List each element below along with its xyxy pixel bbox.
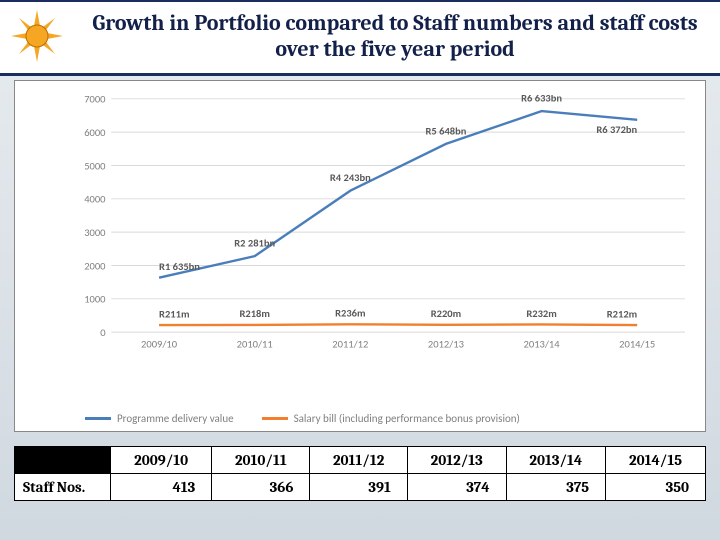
legend-label: Programme delivery value xyxy=(117,412,234,425)
svg-text:R4 243bn: R4 243bn xyxy=(330,171,371,184)
table-cell: 350 xyxy=(606,473,706,500)
svg-text:2010/11: 2010/11 xyxy=(237,337,273,350)
table-cell: 366 xyxy=(212,473,310,500)
legend-label: Salary bill (including performance bonus… xyxy=(294,412,520,425)
svg-text:R6 633bn: R6 633bn xyxy=(521,95,562,104)
svg-text:7000: 7000 xyxy=(84,95,106,106)
svg-text:R5 648bn: R5 648bn xyxy=(426,124,467,137)
svg-text:R218m: R218m xyxy=(239,307,269,320)
svg-text:R1 635bn: R1 635bn xyxy=(159,260,200,273)
svg-text:2012/13: 2012/13 xyxy=(428,337,464,350)
table-cell: 375 xyxy=(506,473,606,500)
table-cell: 413 xyxy=(111,473,212,500)
svg-text:2011/12: 2011/12 xyxy=(332,337,368,350)
sun-logo-icon xyxy=(6,8,68,68)
svg-text:6000: 6000 xyxy=(84,126,106,139)
legend-swatch xyxy=(85,417,111,420)
svg-text:3000: 3000 xyxy=(84,226,106,239)
svg-text:2000: 2000 xyxy=(84,259,106,272)
title-bar: Growth in Portfolio compared to Staff nu… xyxy=(0,0,720,76)
svg-text:2014/15: 2014/15 xyxy=(619,337,655,350)
legend-swatch xyxy=(262,417,288,420)
chart-legend: Programme delivery value Salary bill (inc… xyxy=(85,412,520,425)
svg-text:5000: 5000 xyxy=(84,159,106,172)
svg-text:2009/10: 2009/10 xyxy=(141,337,178,350)
line-chart: R1 635bn R2 281bn R4 243bn R5 648bn R6 633bn… xyxy=(14,80,706,432)
svg-text:R6 372bn: R6 372bn xyxy=(596,123,637,136)
svg-text:R236m: R236m xyxy=(335,306,365,319)
svg-text:1000: 1000 xyxy=(84,292,106,305)
svg-text:R2 281bn: R2 281bn xyxy=(234,236,275,249)
svg-text:R220m: R220m xyxy=(431,307,461,320)
table-corner xyxy=(15,446,111,473)
svg-text:4000: 4000 xyxy=(84,192,106,205)
table-col-header: 2011/12 xyxy=(310,446,408,473)
table-col-header: 2009/10 xyxy=(111,446,212,473)
slide-title: Growth in Portfolio compared to Staff nu… xyxy=(80,10,710,63)
table-cell: 374 xyxy=(407,473,506,500)
staff-table: 2009/102010/112011/122012/132013/142014/… xyxy=(14,446,706,501)
svg-text:R212m: R212m xyxy=(607,307,637,320)
table-col-header: 2010/11 xyxy=(212,446,310,473)
svg-text:2013/14: 2013/14 xyxy=(524,337,561,350)
table-col-header: 2014/15 xyxy=(606,446,706,473)
table-row-header: Staff Nos. xyxy=(15,473,111,500)
table-col-header: 2012/13 xyxy=(407,446,506,473)
table-cell: 391 xyxy=(310,473,408,500)
svg-text:R232m: R232m xyxy=(526,307,556,320)
svg-text:0: 0 xyxy=(100,326,106,339)
svg-text:R211m: R211m xyxy=(159,307,189,320)
legend-item: Salary bill (including performance bonus… xyxy=(262,412,520,425)
legend-item: Programme delivery value xyxy=(85,412,234,425)
table-col-header: 2013/14 xyxy=(506,446,606,473)
